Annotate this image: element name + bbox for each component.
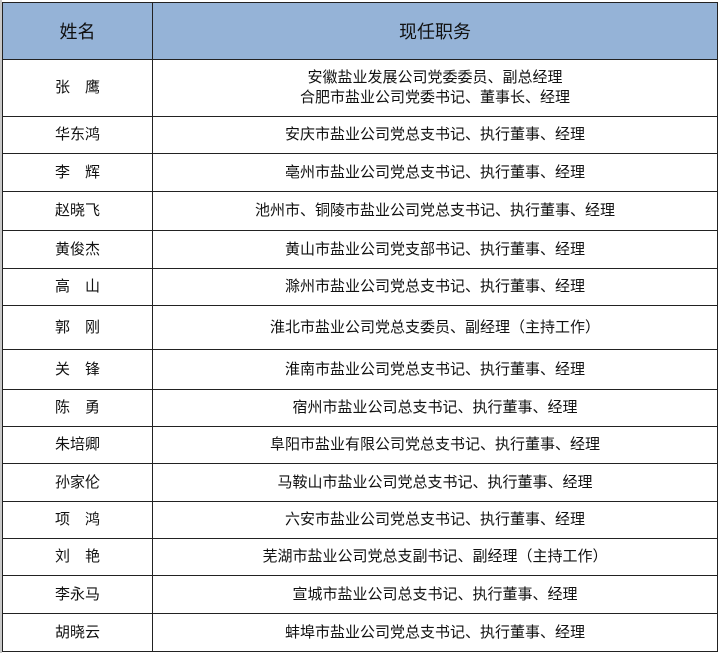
table-row: 李永马 宣城市盐业公司总支书记、执行董事、经理 (2, 575, 718, 614)
name-cell: 项 鸿 (2, 501, 153, 539)
position-cell: 宿州市盐业公司总支书记、执行董事、经理 (152, 389, 718, 427)
table-row: 刘 艳 芜湖市盐业公司党总支副书记、副经理（主持工作） (2, 538, 718, 576)
table-row: 高 山 滁州市盐业公司党总支书记、执行董事、经理 (2, 268, 718, 306)
position-line: 六安市盐业公司党总支书记、执行董事、经理 (284, 511, 585, 528)
header-name: 姓名 (2, 2, 153, 60)
position-line: 宣城市盐业公司总支书记、执行董事、经理 (292, 585, 578, 603)
name-cell: 高 山 (2, 268, 153, 306)
name-cell: 华东鸿 (2, 116, 153, 154)
table-row: 郭 刚 淮北市盐业公司党总支委员、副经理（主持工作） (2, 305, 718, 350)
table-row: 项 鸿 六安市盐业公司党总支书记、执行董事、经理 (2, 501, 718, 539)
table-row: 关 锋 淮南市盐业公司党总支书记、执行董事、经理 (2, 349, 718, 390)
position-line: 亳州市盐业公司党总支书记、执行董事、经理 (284, 163, 585, 181)
name-cell: 张 鹰 (2, 59, 153, 117)
name-cell: 关 锋 (2, 349, 153, 390)
position-cell: 淮南市盐业公司党总支书记、执行董事、经理 (152, 349, 718, 390)
position-cell: 阜阳市盐业有限公司党总支书记、执行董事、经理 (152, 426, 718, 464)
name-cell: 孙家伦 (2, 463, 153, 502)
position-line: 池州市、铜陵市盐业公司党总支书记、执行董事、经理 (254, 202, 615, 219)
position-line: 淮南市盐业公司党总支书记、执行董事、经理 (284, 360, 585, 378)
name-cell: 陈 勇 (2, 389, 153, 427)
name-cell: 郭 刚 (2, 305, 153, 350)
table-row: 孙家伦 马鞍山市盐业公司党总支书记、执行董事、经理 (2, 463, 718, 502)
position-cell: 池州市、铜陵市盐业公司党总支书记、执行董事、经理 (152, 191, 718, 231)
position-cell: 亳州市盐业公司党总支书记、执行董事、经理 (152, 153, 718, 192)
position-line: 马鞍山市盐业公司党总支书记、执行董事、经理 (277, 473, 593, 491)
table-row: 朱培卿 阜阳市盐业有限公司党总支书记、执行董事、经理 (2, 426, 718, 464)
position-line: 蚌埠市盐业公司党总支书记、执行董事、经理 (284, 623, 585, 641)
position-cell: 宣城市盐业公司总支书记、执行董事、经理 (152, 575, 718, 614)
table-row: 陈 勇 宿州市盐业公司总支书记、执行董事、经理 (2, 389, 718, 427)
position-line: 阜阳市盐业有限公司党总支书记、执行董事、经理 (269, 436, 600, 453)
header-position: 现任职务 (152, 2, 718, 60)
name-cell: 朱培卿 (2, 426, 153, 464)
position-line: 安庆市盐业公司党总支书记、执行董事、经理 (284, 126, 585, 143)
position-cell: 芜湖市盐业公司党总支副书记、副经理（主持工作） (152, 538, 718, 576)
position-cell: 马鞍山市盐业公司党总支书记、执行董事、经理 (152, 463, 718, 502)
position-line: 滁州市盐业公司党总支书记、执行董事、经理 (284, 278, 585, 295)
table-row: 胡晓云 蚌埠市盐业公司党总支书记、执行董事、经理 (2, 613, 718, 652)
name-cell: 赵晓飞 (2, 191, 153, 231)
position-cell: 安庆市盐业公司党总支书记、执行董事、经理 (152, 116, 718, 154)
left-edge (0, 0, 2, 653)
position-cell: 淮北市盐业公司党总支委员、副经理（主持工作） (152, 305, 718, 350)
table-row: 华东鸿 安庆市盐业公司党总支书记、执行董事、经理 (2, 116, 718, 154)
position-cell: 安徽盐业发展公司党委委员、副总经理 合肥市盐业公司党委书记、董事长、经理 (152, 59, 718, 117)
position-line: 安徽盐业发展公司党委委员、副总经理 (307, 69, 563, 86)
table-row: 黄俊杰 黄山市盐业公司党支部书记、执行董事、经理 (2, 230, 718, 269)
position-line: 淮北市盐业公司党总支委员、副经理（主持工作） (269, 318, 600, 336)
name-cell: 胡晓云 (2, 613, 153, 652)
position-line: 芜湖市盐业公司党总支副书记、副经理（主持工作） (262, 548, 608, 565)
header-row: 姓名 现任职务 (2, 2, 718, 60)
position-cell: 滁州市盐业公司党总支书记、执行董事、经理 (152, 268, 718, 306)
table-row: 张 鹰安徽盐业发展公司党委委员、副总经理 合肥市盐业公司党委书记、董事长、经理 (2, 59, 718, 117)
position-line: 合肥市盐业公司党委书记、董事长、经理 (299, 89, 570, 106)
table-row: 李 辉 亳州市盐业公司党总支书记、执行董事、经理 (2, 153, 718, 192)
position-cell: 六安市盐业公司党总支书记、执行董事、经理 (152, 501, 718, 539)
name-cell: 刘 艳 (2, 538, 153, 576)
position-cell: 蚌埠市盐业公司党总支书记、执行董事、经理 (152, 613, 718, 652)
position-line: 黄山市盐业公司党支部书记、执行董事、经理 (284, 240, 585, 258)
name-cell: 李永马 (2, 575, 153, 614)
name-cell: 李 辉 (2, 153, 153, 192)
position-line: 宿州市盐业公司总支书记、执行董事、经理 (292, 399, 578, 416)
name-cell: 黄俊杰 (2, 230, 153, 269)
position-cell: 黄山市盐业公司党支部书记、执行董事、经理 (152, 230, 718, 269)
table-row: 赵晓飞 池州市、铜陵市盐业公司党总支书记、执行董事、经理 (2, 191, 718, 231)
